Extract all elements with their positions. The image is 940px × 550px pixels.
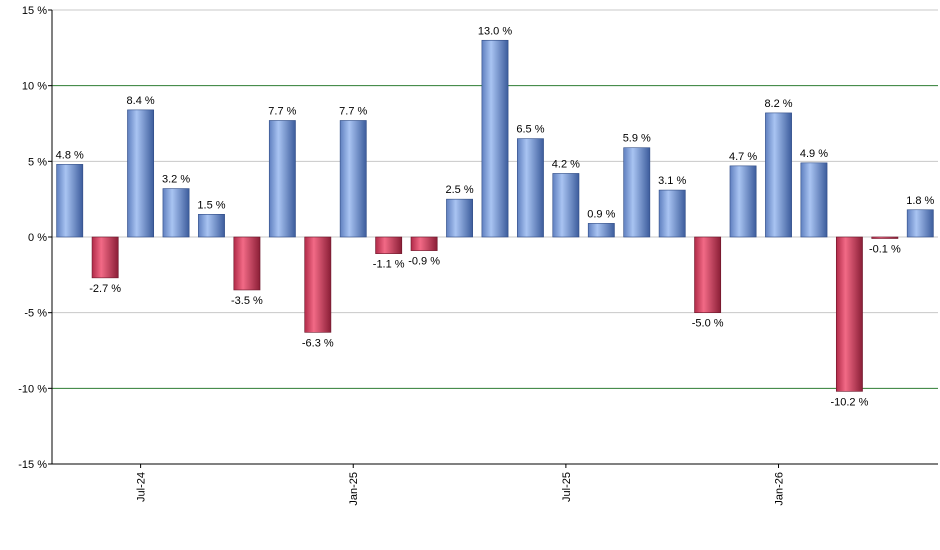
bar-layer xyxy=(56,39,934,392)
y-tick-label: 15 % xyxy=(22,5,47,17)
bar xyxy=(587,223,615,238)
bar xyxy=(835,236,863,392)
bar-data-label: 8.4 % xyxy=(127,95,155,107)
bar-data-label: 13.0 % xyxy=(478,25,512,37)
bar xyxy=(339,120,367,238)
bar xyxy=(800,162,828,238)
bar xyxy=(268,120,296,238)
bar-data-label: 1.8 % xyxy=(906,195,934,207)
bar-data-label: 0.9 % xyxy=(587,208,615,220)
bar-data-label: 1.5 % xyxy=(197,199,225,211)
bar-data-label: 3.2 % xyxy=(162,174,190,186)
bar-data-label: 7.7 % xyxy=(268,105,296,117)
bar xyxy=(517,138,544,238)
bar xyxy=(410,236,438,251)
bar xyxy=(623,147,651,238)
y-tick-label: 0 % xyxy=(28,232,47,244)
bar-data-label: -1.1 % xyxy=(373,259,405,271)
bar xyxy=(56,164,84,238)
bar xyxy=(127,109,155,238)
bar-data-label: -10.2 % xyxy=(830,396,868,408)
bar-data-label: -0.1 % xyxy=(869,244,901,256)
y-tick-label: -15 % xyxy=(18,459,47,471)
bar xyxy=(694,236,722,313)
bar xyxy=(729,165,757,238)
bar-data-label: 4.7 % xyxy=(729,151,757,163)
bar-data-label: -3.5 % xyxy=(231,295,263,307)
y-tick-label: -10 % xyxy=(18,383,47,395)
bar-data-label: 4.8 % xyxy=(56,149,84,161)
y-tick-label: 10 % xyxy=(22,81,47,93)
bar xyxy=(658,189,686,238)
bar xyxy=(871,236,899,239)
bar-data-label: 5.9 % xyxy=(623,133,651,145)
bar xyxy=(91,236,119,279)
bar-data-label: 6.5 % xyxy=(516,124,544,136)
y-tick-label: 5 % xyxy=(28,156,47,168)
x-tick-label: Jul-24 xyxy=(136,472,148,502)
x-tick-label: Jan-26 xyxy=(774,472,786,506)
bar xyxy=(446,198,473,238)
label-layer: 4.8 % -2.7 % 8.4 % 3.2 % 1.5 % -3.5 % 7.7 % -6.… xyxy=(56,25,935,408)
bar xyxy=(304,236,332,333)
bar-data-label: -0.9 % xyxy=(408,256,440,268)
axis-layer: 15 % 10 % 5 % 0 % -5 % -10 % -15 % Jul-24 Jan-25… xyxy=(18,5,938,506)
bar-data-label: 4.9 % xyxy=(800,148,828,160)
x-tick-label: Jul-25 xyxy=(561,472,573,502)
bar xyxy=(906,209,934,238)
bar-data-label: 4.2 % xyxy=(552,158,580,170)
bar-data-label: 8.2 % xyxy=(764,98,792,110)
bar xyxy=(765,112,792,238)
bar-data-label: 2.5 % xyxy=(445,184,473,196)
bar-data-label: -6.3 % xyxy=(302,337,334,349)
bar xyxy=(233,236,261,291)
bar xyxy=(481,39,509,238)
bar xyxy=(162,188,190,238)
x-tick-label: Jan-25 xyxy=(348,472,360,506)
bar-data-label: 3.1 % xyxy=(658,175,686,187)
bar xyxy=(552,173,580,238)
bar-data-label: -5.0 % xyxy=(692,318,724,330)
bar xyxy=(375,236,403,254)
y-tick-label: -5 % xyxy=(24,308,47,320)
bar-data-label: 7.7 % xyxy=(339,105,367,117)
bar-data-label: -2.7 % xyxy=(89,283,121,295)
bar xyxy=(198,214,225,238)
